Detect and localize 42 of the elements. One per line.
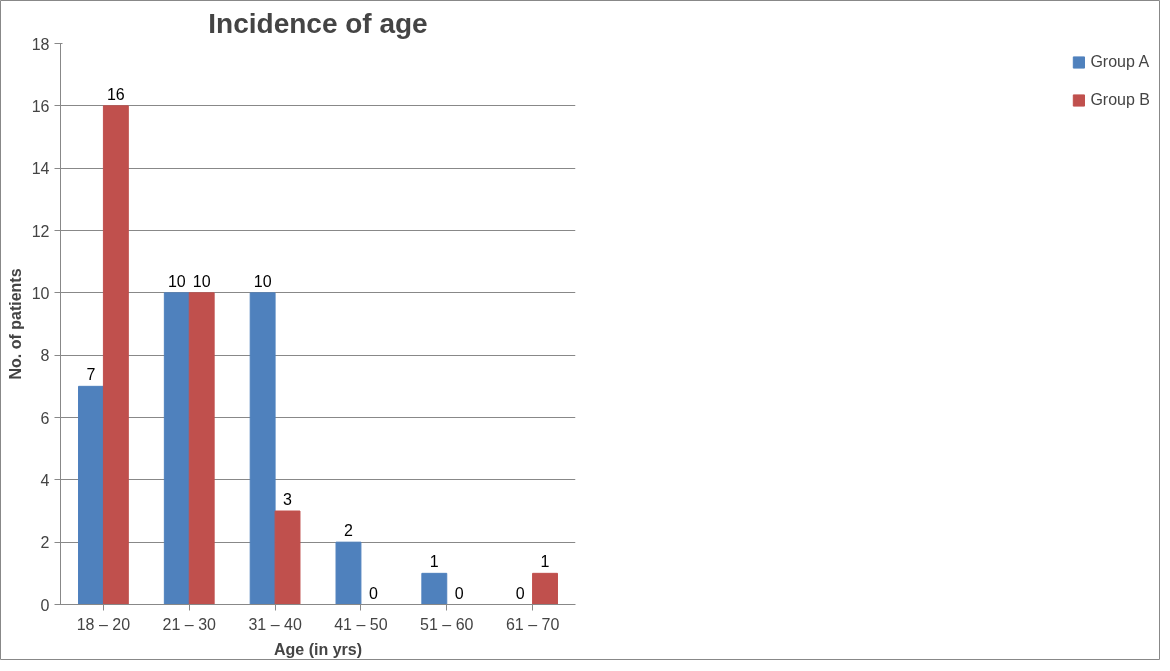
x-tick-label: 61 – 70 (505, 615, 560, 633)
data-label: 2 (344, 522, 354, 540)
bar (188, 292, 215, 605)
bar (249, 292, 276, 605)
y-tick-label: 16 (31, 97, 50, 115)
y-axis-title: No. of patients (6, 268, 24, 380)
y-tick-label: 6 (40, 409, 50, 427)
x-tick-label: 51 – 60 (420, 615, 474, 633)
y-tick-label: 18 (31, 35, 50, 53)
bar (163, 292, 190, 605)
bar (274, 510, 301, 605)
x-tick-label: 18 – 20 (76, 615, 131, 633)
data-label: 0 (515, 584, 525, 602)
legend-label: Group B (1090, 91, 1150, 109)
x-tick-label: 31 – 40 (248, 615, 302, 633)
legend-label: Group A (1090, 53, 1150, 71)
bar (335, 541, 362, 605)
bar (78, 385, 104, 605)
data-label: 3 (283, 491, 293, 508)
y-tick-label: 0 (40, 596, 50, 614)
data-label: 1 (540, 553, 550, 571)
y-tick-label: 10 (31, 284, 50, 302)
data-label: 10 (253, 272, 272, 290)
y-tick-label: 4 (40, 471, 50, 489)
bar (532, 572, 558, 605)
y-tick-label: 14 (31, 160, 50, 178)
y-tick-label: 12 (31, 222, 50, 240)
data-label: 0 (368, 584, 378, 602)
y-tick-label: 8 (40, 347, 50, 365)
x-tick-label: 41 – 50 (334, 615, 388, 633)
chart-title: Incidence of age (208, 7, 428, 39)
bar (102, 105, 129, 605)
data-label: 7 (86, 366, 96, 384)
x-axis-title: Age (in yrs) (273, 640, 363, 658)
data-label: 1 (429, 553, 439, 571)
data-label: 0 (454, 584, 464, 602)
bar (421, 572, 448, 605)
x-tick-label: 21 – 30 (162, 615, 217, 633)
y-tick-label: 2 (40, 534, 50, 552)
data-label: 10 (167, 272, 186, 290)
data-label: 10 (192, 272, 211, 290)
data-label: 16 (106, 85, 125, 103)
